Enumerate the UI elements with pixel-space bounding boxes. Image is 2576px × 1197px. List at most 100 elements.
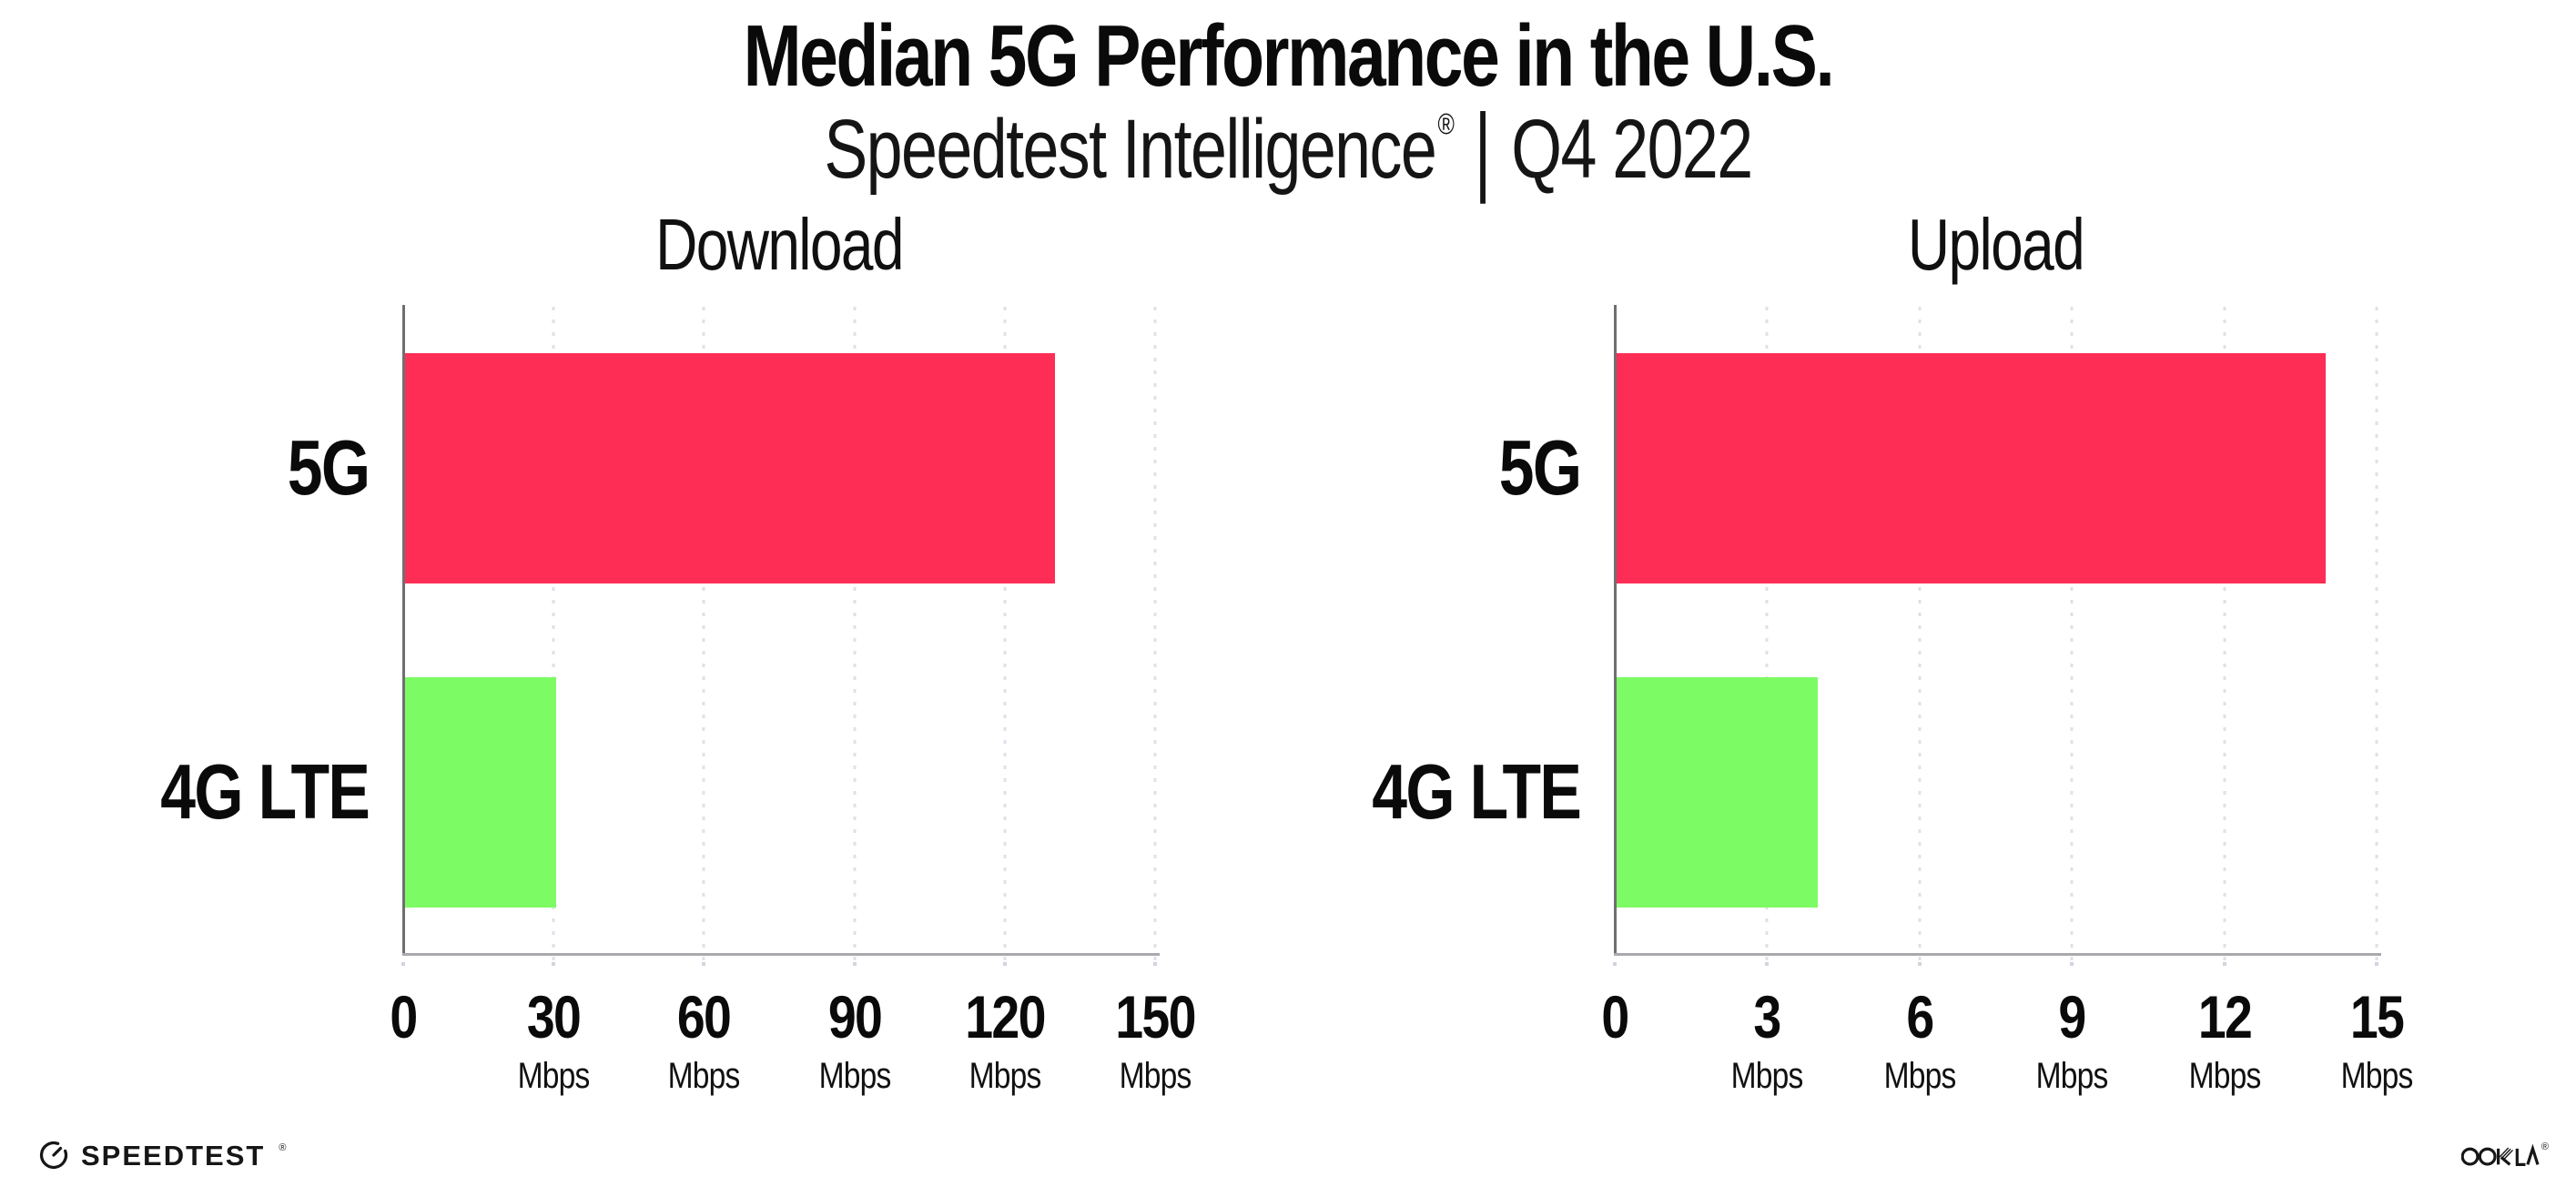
y-axis-line <box>1614 305 1617 954</box>
bar-5g <box>403 353 1055 584</box>
category-row: 4G LTE <box>21 631 370 955</box>
gridline <box>2223 307 2226 969</box>
tick-unit: Mbps <box>1730 1056 1804 1096</box>
upload-x-axis-labels: 0 3 Mbps 6 Mbps 9 Mbps 12 Mbps 15 Mbps <box>1601 954 2413 1136</box>
bar-band <box>1615 631 2377 955</box>
gridline <box>552 307 555 969</box>
subtitle-separator: | <box>1474 94 1492 205</box>
gridline <box>1153 307 1157 969</box>
x-tick: 0 <box>1599 987 1631 1047</box>
x-tick: 15 Mbps <box>2334 987 2419 1094</box>
tick-unit: Mbps <box>667 1056 741 1096</box>
bar-4g-lte <box>403 676 556 908</box>
speedtest-registered-mark: ® <box>279 1142 287 1153</box>
gridline <box>1918 307 1922 969</box>
axis-tick-dot <box>702 962 706 966</box>
gridline <box>1765 307 1769 969</box>
ookla-wordmark-icon <box>2460 1143 2540 1166</box>
axis-tick-dot <box>1002 962 1007 966</box>
upload-chart: Upload 5G 4G LTE 0 3 Mbps 6 Mbps 9 Mbps 12 Mbps 15… <box>1372 204 2413 1094</box>
bar-5g <box>1615 353 2327 584</box>
tick-value: 150 <box>1115 983 1196 1050</box>
x-tick: 60 Mbps <box>661 987 746 1094</box>
x-tick: 3 Mbps <box>1724 987 1810 1094</box>
tick-unit: Mbps <box>818 1056 891 1096</box>
x-axis-line <box>402 953 1160 956</box>
subtitle-period: Q4 2022 <box>1511 103 1753 196</box>
x-tick: 0 <box>388 987 420 1047</box>
page-title: Median 5G Performance in the U.S. <box>743 7 1835 105</box>
tick-unit: Mbps <box>517 1056 591 1096</box>
upload-bars <box>1615 307 2377 954</box>
ookla-logo: ® <box>2460 1141 2549 1167</box>
category-label: 5G <box>1498 425 1581 512</box>
tick-value: 12 <box>2197 983 2252 1050</box>
download-chart-title: Download <box>655 204 904 285</box>
tick-value: 3 <box>1753 983 1782 1050</box>
axis-tick-dot <box>1153 962 1157 966</box>
axis-tick-dot <box>1613 962 1617 966</box>
gridline <box>1003 307 1007 969</box>
axis-tick-dot <box>2375 962 2378 966</box>
speedtest-logo: SPEEDTEST ® <box>38 1132 286 1178</box>
registered-mark: ® <box>1437 107 1455 140</box>
bar-band <box>403 307 1155 631</box>
tick-value: 15 <box>2349 983 2405 1050</box>
x-axis-line <box>1614 953 2381 956</box>
tick-unit: Mbps <box>1119 1056 1192 1096</box>
download-bars <box>403 307 1155 954</box>
category-row: 5G <box>1232 307 1581 631</box>
x-tick: 9 Mbps <box>2029 987 2115 1094</box>
tick-value: 120 <box>965 983 1046 1050</box>
tick-value: 9 <box>2058 983 2087 1050</box>
tick-value: 30 <box>527 983 582 1050</box>
download-x-axis-labels: 0 30 Mbps 60 Mbps 90 Mbps 120 Mbps 150 Mbps <box>390 954 1196 1136</box>
axis-tick-dot <box>1765 962 1770 966</box>
x-tick: 12 Mbps <box>2182 987 2267 1094</box>
axis-tick-dot <box>401 962 405 966</box>
axis-tick-dot <box>2070 962 2074 966</box>
tick-unit: Mbps <box>2188 1056 2261 1096</box>
tick-value: 6 <box>1906 983 1934 1050</box>
gridline <box>702 307 705 969</box>
download-chart: Download 5G 4G LTE 0 30 Mbps 60 Mbps 90 Mbps 120… <box>160 204 1196 1094</box>
x-tick: 150 Mbps <box>1108 987 1202 1094</box>
tick-unit: Mbps <box>1883 1056 1956 1096</box>
gridline <box>2375 307 2378 969</box>
upload-chart-title: Upload <box>1907 204 2085 285</box>
bar-4g-lte <box>1615 676 1819 908</box>
tick-value: 60 <box>677 983 732 1050</box>
axis-tick-dot <box>2222 962 2226 966</box>
gridline <box>2070 307 2074 969</box>
bar-band <box>403 631 1155 955</box>
y-axis-line <box>402 305 405 954</box>
tick-value: 90 <box>827 983 882 1050</box>
axis-tick-dot <box>552 962 556 966</box>
tick-unit: Mbps <box>969 1056 1041 1096</box>
axis-tick-dot <box>1917 962 1922 966</box>
category-label: 4G LTE <box>1372 748 1582 836</box>
upload-plot-area <box>1613 305 2381 969</box>
page-subtitle: Speedtest Intelligence® | Q4 2022 <box>283 100 2292 199</box>
ookla-registered-mark: ® <box>2541 1141 2549 1152</box>
x-tick: 120 Mbps <box>958 987 1052 1094</box>
speedtest-gauge-icon <box>40 1141 68 1169</box>
x-tick: 30 Mbps <box>511 987 596 1094</box>
category-label: 5G <box>287 425 370 512</box>
upload-category-axis: 5G 4G LTE <box>1232 307 1615 954</box>
x-tick: 6 Mbps <box>1877 987 1962 1094</box>
axis-tick-dot <box>852 962 857 966</box>
bar-band <box>1615 307 2377 631</box>
category-row: 4G LTE <box>1232 631 1582 955</box>
tick-value: 0 <box>1601 983 1629 1050</box>
download-category-axis: 5G 4G LTE <box>21 307 403 954</box>
category-label: 4G LTE <box>160 748 370 836</box>
tick-value: 0 <box>390 983 418 1050</box>
speedtest-wordmark: SPEEDTEST <box>81 1139 266 1172</box>
category-row: 5G <box>21 307 370 631</box>
download-plot-area <box>401 305 1160 969</box>
tick-unit: Mbps <box>2340 1056 2414 1096</box>
subtitle-brand: Speedtest Intelligence <box>824 103 1436 196</box>
tick-unit: Mbps <box>2035 1056 2109 1096</box>
